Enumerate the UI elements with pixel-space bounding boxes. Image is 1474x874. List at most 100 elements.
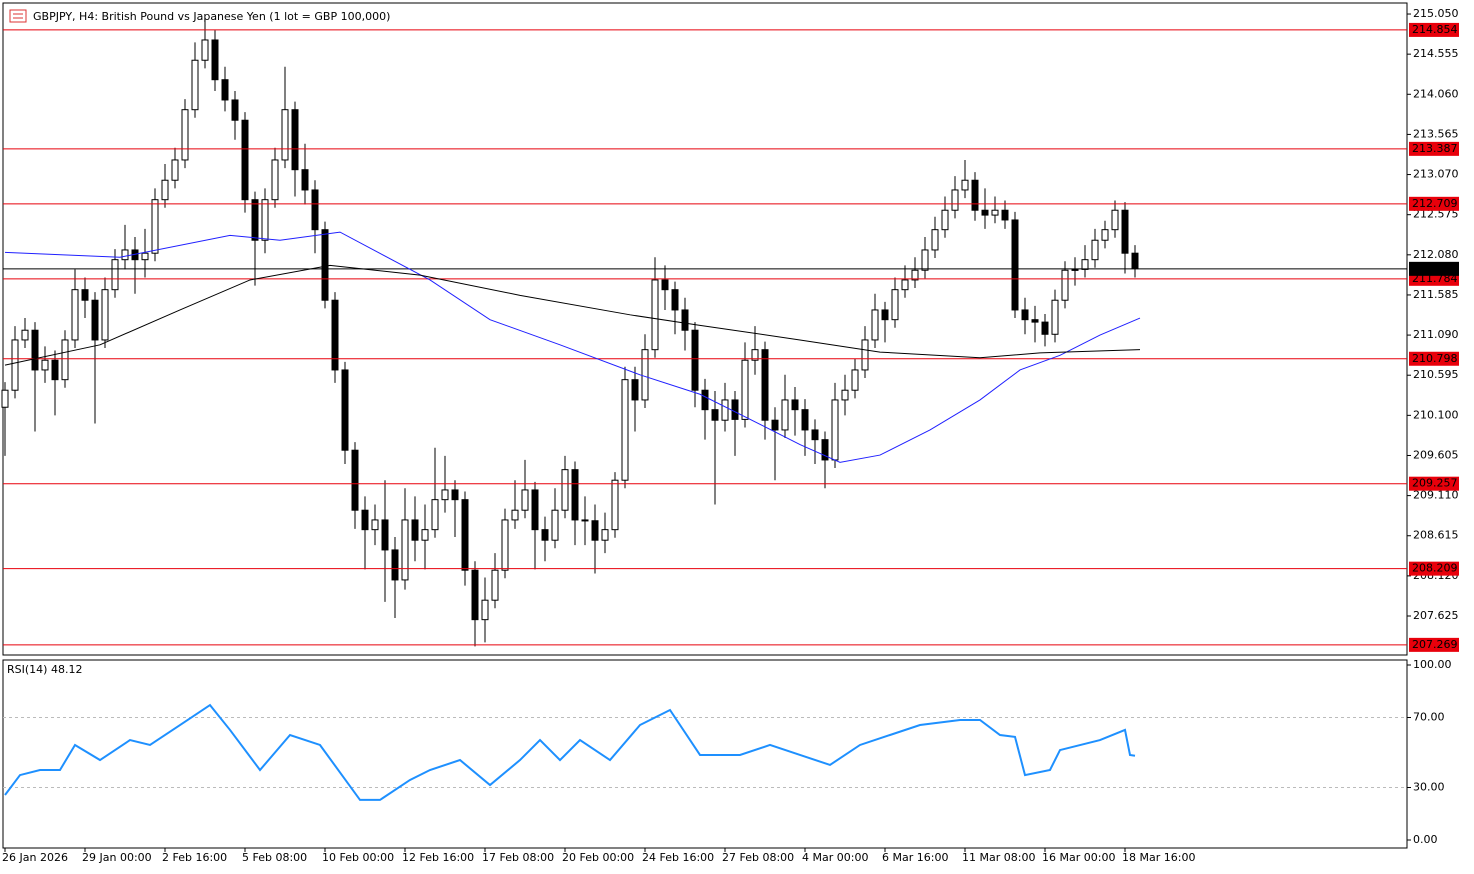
- candle-body: [11, 339, 19, 391]
- candle-body: [1101, 229, 1109, 241]
- current-price-tag: [1409, 261, 1459, 276]
- candle-body: [461, 499, 469, 571]
- level-tag: [1409, 351, 1459, 366]
- y-tick-label: 213.565: [1413, 127, 1459, 140]
- candle-body: [21, 329, 29, 341]
- y-tick-label: 210.100: [1413, 408, 1459, 421]
- level-tag: [1409, 637, 1459, 652]
- candle-body: [391, 549, 399, 581]
- candle-body: [281, 109, 289, 161]
- candle-body: [971, 179, 979, 211]
- candle-body: [441, 489, 449, 501]
- candle-body: [881, 309, 889, 321]
- candle-body: [1, 389, 9, 408]
- level-label: 210.798: [1412, 352, 1458, 365]
- x-tick-label: 24 Feb 16:00: [642, 851, 714, 864]
- candle-body: [781, 399, 789, 431]
- indicator-line: [4, 703, 1136, 801]
- level-tag: [1409, 561, 1459, 576]
- x-tick-label: 20 Feb 00:00: [562, 851, 634, 864]
- candle-body: [741, 359, 749, 420]
- x-tick-label: 29 Jan 00:00: [82, 851, 152, 864]
- x-tick-label: 16 Mar 00:00: [1042, 851, 1115, 864]
- candle-body: [861, 339, 869, 371]
- candle-body: [1081, 259, 1089, 270]
- candle-body: [401, 519, 409, 581]
- candle-body: [381, 519, 389, 551]
- candle-body: [501, 519, 509, 571]
- candle-body: [211, 39, 219, 81]
- candle-body: [1091, 239, 1099, 261]
- level-tag: [1409, 141, 1459, 156]
- x-tick-label: 2 Feb 16:00: [162, 851, 227, 864]
- candle-body: [1071, 268, 1079, 271]
- candle-body: [551, 509, 559, 541]
- candle-body: [341, 369, 349, 451]
- candle-body: [351, 449, 359, 511]
- candle-body: [371, 519, 379, 531]
- candle-body: [611, 479, 619, 531]
- candle-body: [821, 439, 829, 461]
- candle-body: [901, 279, 909, 291]
- candle-body: [581, 519, 589, 522]
- candle-body: [591, 520, 599, 541]
- level-tag: [1409, 476, 1459, 491]
- y-tick-label: 210.595: [1413, 368, 1459, 381]
- candle-body: [951, 189, 959, 211]
- candle-body: [631, 379, 639, 401]
- candle-body: [261, 199, 269, 241]
- candle-body: [1021, 309, 1029, 321]
- y-tick-label: 211.090: [1413, 328, 1459, 341]
- x-tick-label: 27 Feb 08:00: [722, 851, 794, 864]
- candle-body: [91, 299, 99, 341]
- candle-body: [81, 289, 89, 301]
- x-tick-label: 17 Feb 08:00: [482, 851, 554, 864]
- level-label: 209.257: [1412, 477, 1458, 490]
- candle-body: [271, 159, 279, 201]
- chart-title: GBPJPY, H4: British Pound vs Japanese Ye…: [33, 10, 390, 23]
- candle-body: [241, 119, 249, 201]
- candle-body: [481, 599, 489, 621]
- candle-body: [961, 179, 969, 191]
- candle-body: [141, 252, 149, 261]
- candle-body: [451, 489, 459, 501]
- candle-body: [731, 399, 739, 420]
- candle-body: [841, 389, 849, 401]
- candle-body: [921, 249, 929, 271]
- candle-body: [161, 179, 169, 201]
- candle-body: [1001, 209, 1009, 221]
- candle-body: [891, 289, 899, 321]
- candle-body: [601, 529, 609, 541]
- candle-body: [291, 109, 299, 171]
- candle-body: [711, 409, 719, 421]
- candle-body: [31, 329, 39, 371]
- x-tick-label: 6 Mar 16:00: [882, 851, 948, 864]
- y-tick-label: 215.050: [1413, 7, 1459, 20]
- candle-body: [871, 309, 879, 341]
- candle-body: [691, 329, 699, 391]
- candle-body: [981, 209, 989, 216]
- candle-body: [1121, 209, 1129, 254]
- candle-body: [851, 369, 859, 391]
- candle-body: [641, 349, 649, 401]
- y-tick-label: 70.00: [1413, 711, 1445, 724]
- y-tick-label: 0.00: [1413, 833, 1438, 846]
- candle-body: [811, 429, 819, 441]
- symbol-icon: [9, 9, 27, 23]
- candle-body: [571, 469, 579, 521]
- y-tick-label: 212.080: [1413, 248, 1459, 261]
- x-tick-label: 10 Feb 00:00: [322, 851, 394, 864]
- current-price-label: 211.907: [1412, 262, 1458, 275]
- x-tick-label: 26 Jan 2026: [2, 851, 68, 864]
- level-label: 208.209: [1412, 562, 1458, 575]
- candle-body: [171, 159, 179, 181]
- rsi-title: RSI(14) 48.12: [7, 663, 82, 676]
- candle-body: [221, 79, 229, 101]
- candle-body: [1111, 209, 1119, 231]
- candle-body: [361, 509, 369, 531]
- candle-body: [61, 339, 69, 381]
- candle-body: [1011, 219, 1019, 311]
- level-label: 214.854: [1412, 23, 1458, 36]
- candle-body: [201, 39, 209, 61]
